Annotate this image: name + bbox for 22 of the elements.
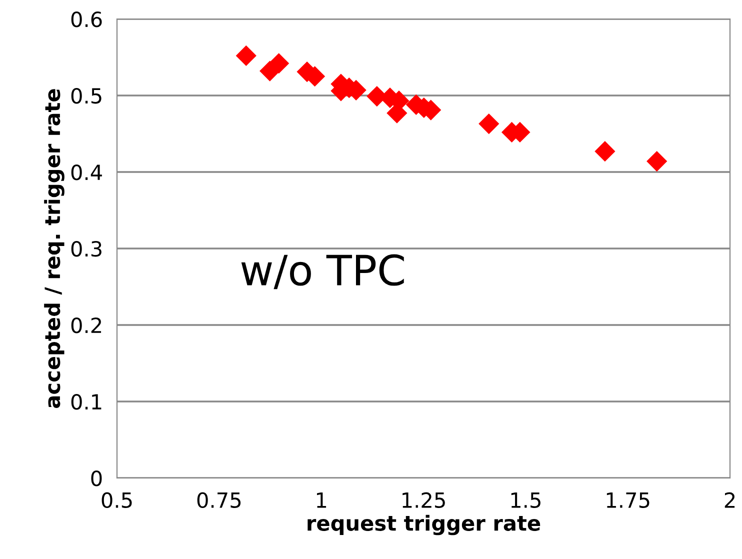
x-tick-label: 2 bbox=[724, 492, 735, 508]
y-tick-label: 0.4 bbox=[71, 164, 102, 180]
x-tick-label: 1.25 bbox=[402, 492, 445, 508]
y-tick-label: 0.2 bbox=[71, 317, 102, 334]
x-tick-label: 0.75 bbox=[197, 492, 241, 508]
point bbox=[646, 150, 668, 172]
annotation: w/o TPC bbox=[241, 254, 404, 290]
x-tick-label: 1.75 bbox=[606, 492, 650, 508]
point bbox=[594, 141, 616, 162]
x-tick-label: 1.5 bbox=[511, 492, 540, 508]
y-tick-label: 0.3 bbox=[71, 240, 102, 257]
point bbox=[478, 114, 500, 134]
y-tick-label: 0.6 bbox=[71, 11, 102, 28]
x-tick-label: 1 bbox=[316, 492, 326, 508]
y-tick-label: 0.1 bbox=[71, 394, 102, 410]
point bbox=[268, 53, 290, 74]
x-axis-title: request trigger rate bbox=[308, 514, 540, 536]
y-tick-label: 0 bbox=[91, 470, 102, 486]
point bbox=[236, 45, 256, 66]
y-tick-label: 0.5 bbox=[71, 88, 102, 104]
x-tick-label: 0.5 bbox=[102, 492, 132, 508]
y-axis-title: accepted / req. trigger rate bbox=[44, 89, 64, 408]
